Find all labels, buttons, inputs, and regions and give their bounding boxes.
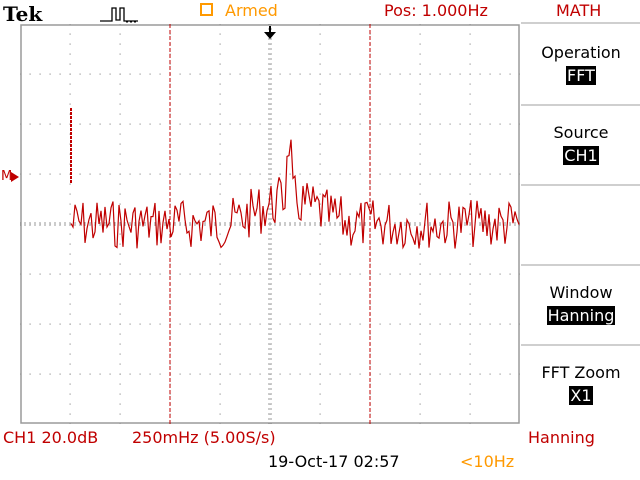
menu-divider [521,344,640,346]
operation-value: FFT [566,66,596,85]
date-time: 19-Oct-17 02:57 [268,452,400,471]
trigger-position-icon [264,26,276,39]
trigger-status-icon [200,3,213,16]
window-label: Window [549,283,613,302]
brand-logo: Tek [3,2,43,26]
window-value: Hanning [546,306,616,325]
menu-divider [521,22,640,24]
trigger-status: Armed [225,1,278,20]
fft-zoom-value: X1 [569,386,593,405]
menu-divider [521,104,640,106]
fft-zoom-button[interactable]: X1 [522,386,640,405]
menu-divider [521,264,640,266]
window-indicator: Hanning [528,428,595,447]
channel-scale: CH1 20.0dB [3,428,99,447]
math-marker-arrow-icon [11,172,19,182]
source-value: CH1 [563,146,599,165]
source-label: Source [553,123,609,142]
operation-label: Operation [541,43,621,62]
source-button[interactable]: CH1 [522,146,640,165]
acquisition-icon [100,7,138,23]
menu-title: MATH [556,1,602,20]
fft-trace [70,139,520,250]
operation-button[interactable]: FFT [522,66,640,85]
math-reference-marker: M [1,169,13,184]
window-button[interactable]: Hanning [522,306,640,325]
fft-zoom-label: FFT Zoom [541,363,621,382]
horizontal-position: Pos: 1.000Hz [384,1,488,20]
waveform-display [20,24,520,424]
frequency-readout: <10Hz [460,452,515,471]
menu-divider [521,184,640,186]
timebase: 250mHz (5.00S/s) [132,428,276,447]
